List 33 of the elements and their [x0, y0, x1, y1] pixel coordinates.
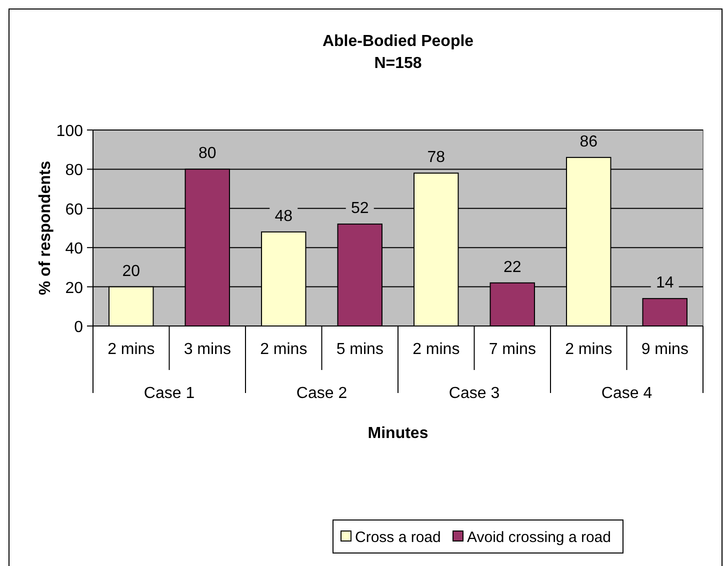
y-tick-label: 80 — [65, 162, 84, 180]
y-tick-label: 0 — [74, 319, 84, 336]
y-tick-label: 40 — [65, 240, 84, 258]
data-label: 48 — [274, 208, 293, 225]
y-tick-label: 20 — [65, 280, 84, 297]
x-axis-title: Minutes — [368, 425, 428, 442]
legend-label: Avoid crossing a road — [467, 529, 611, 546]
x-tick-label: 2 mins — [260, 341, 308, 358]
data-label: 14 — [656, 274, 674, 292]
y-tick-label: 100 — [56, 123, 84, 140]
text: Case 4 — [601, 385, 652, 402]
data-label: 78 — [427, 149, 446, 166]
x-tick-label: 3 mins — [184, 341, 231, 358]
chart-subtitle: N=158 — [374, 55, 422, 72]
legend-label: Cross a road — [355, 529, 441, 546]
x-tick-label: 9 mins — [641, 341, 688, 358]
text: Case 3 — [448, 385, 500, 402]
text: Case 1 — [144, 385, 195, 402]
data-label: 52 — [350, 200, 369, 218]
data-label: 22 — [503, 258, 522, 276]
y-axis-title: % of respondents — [37, 160, 54, 296]
text: Case 2 — [296, 385, 348, 402]
x-tick-label: 2 mins — [412, 341, 460, 358]
x-tick-label: 2 mins — [565, 341, 612, 358]
x-tick-label: 5 mins — [336, 341, 384, 358]
y-tick-label: 60 — [65, 201, 84, 218]
data-label: 20 — [122, 262, 140, 280]
data-label: 80 — [198, 145, 216, 162]
chart-title: Able-Bodied People — [322, 33, 474, 50]
data-label: 86 — [580, 133, 598, 150]
bar — [642, 298, 688, 326]
x-tick-label: 2 mins — [108, 341, 155, 358]
x-tick-label: 7 mins — [488, 341, 536, 358]
